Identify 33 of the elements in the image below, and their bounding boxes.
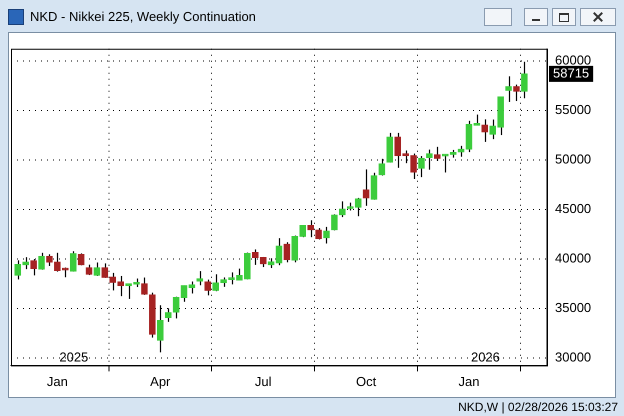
candlestick [323, 226, 330, 244]
candlestick [125, 282, 132, 300]
candlestick [370, 172, 378, 200]
y-tick-label: 30000 [555, 350, 592, 365]
chart-title: NKD - Nikkei 225, Weekly Continuation [30, 9, 256, 24]
annotation: 2025 [59, 349, 88, 364]
y-tick-label: 40000 [555, 250, 592, 266]
annotation: 2026 [470, 349, 500, 364]
candlestick [505, 76, 512, 103]
y-tick-label: 50000 [555, 152, 592, 167]
x-tick-label: Jan [458, 374, 480, 389]
candlestick [466, 120, 472, 153]
candlestick [362, 168, 370, 206]
text: 58715 [553, 65, 590, 80]
text: NKD,W | 02/28/2026 15:03:27 [458, 400, 618, 414]
candlestick [94, 262, 100, 277]
candlestick [141, 276, 148, 296]
y-tick-label: 60000 [555, 52, 592, 68]
candlestick [38, 252, 45, 270]
candlestick [434, 146, 441, 162]
y-tick-label: 35000 [555, 300, 592, 316]
candlestick [474, 114, 480, 126]
x-tick-label: Jan [46, 374, 68, 389]
y-tick-label: 45000 [555, 201, 592, 216]
candlestick [180, 284, 188, 302]
candlestick [284, 242, 290, 263]
candlestick [386, 132, 394, 164]
x-tick-label: Jul [254, 374, 272, 389]
candlestick [458, 145, 464, 158]
candlestick [481, 118, 488, 142]
y-tick-label: 55000 [555, 102, 592, 118]
x-tick-label: Oct [356, 374, 377, 389]
x-tick-label: Apr [150, 374, 172, 389]
